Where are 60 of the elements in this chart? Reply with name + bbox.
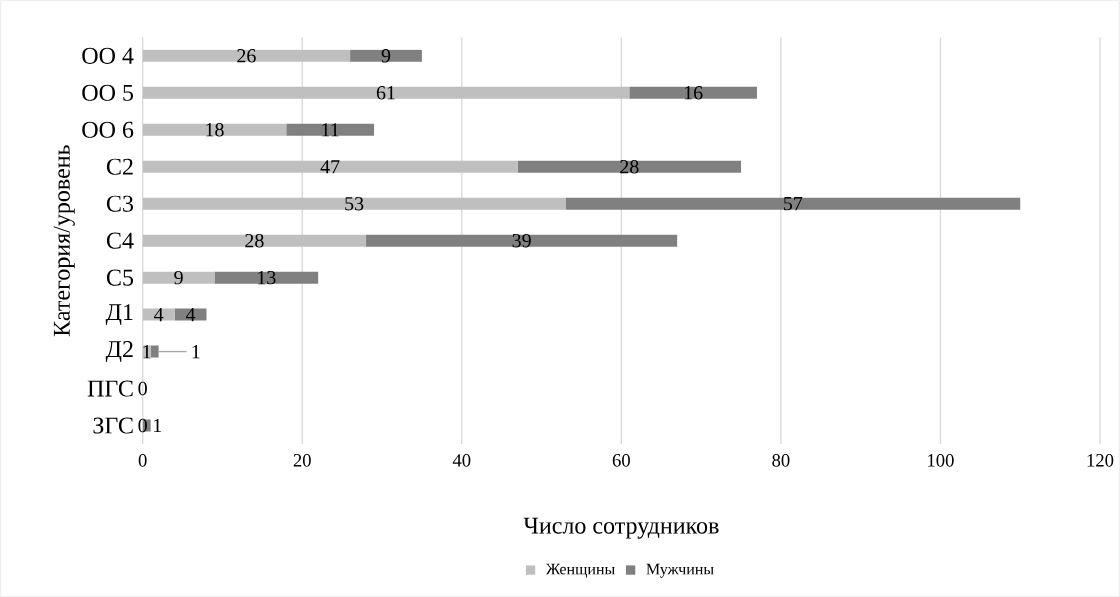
x-axis-title: Число сотрудников: [523, 517, 719, 539]
y-axis-title: Категория/уровень: [53, 145, 75, 336]
legend-label: Женщины: [545, 563, 615, 578]
bar: [366, 234, 678, 247]
data-label: 57: [784, 196, 803, 211]
bar: [629, 86, 757, 99]
bar: [142, 49, 351, 62]
data-label: 1: [154, 418, 162, 432]
y-tick-label: ОО 5: [82, 84, 134, 101]
data-label: 28: [620, 159, 639, 174]
bar: [142, 160, 518, 173]
data-label: 47: [320, 160, 340, 174]
data-label: 16: [684, 85, 703, 100]
y-tick-label: С4: [106, 232, 134, 249]
x-tick-label: 20: [293, 453, 311, 467]
y-tick-label: Д2: [105, 340, 133, 362]
bar: [350, 49, 422, 62]
bar: [142, 86, 630, 99]
data-label: 53: [345, 196, 364, 211]
x-tick-label: 80: [772, 453, 790, 467]
data-label: 1: [192, 344, 200, 359]
bar: [286, 123, 375, 136]
y-tick-label: Д1: [105, 303, 133, 325]
data-label: 28: [245, 233, 264, 248]
legend-label: Мужчины: [646, 563, 714, 578]
x-tick-label: 100: [928, 453, 954, 467]
y-tick-label: С5: [106, 269, 134, 286]
data-label: 11: [322, 123, 339, 137]
y-tick-label: ОО 6: [82, 121, 134, 138]
bar: [142, 197, 566, 210]
x-tick-label: 60: [612, 453, 630, 467]
bar: [565, 197, 1021, 210]
bar: [142, 308, 175, 321]
data-label: 9: [174, 270, 183, 285]
y-tick-label: ПГС: [87, 380, 133, 397]
data-label: 13: [258, 270, 276, 285]
bar: [142, 123, 287, 136]
data-label: 0: [138, 418, 147, 433]
y-tick-label: ЗГС: [93, 417, 133, 434]
x-tick-label: 120: [1087, 453, 1114, 467]
y-tick-label: ОО 4: [82, 47, 134, 64]
bar: [142, 234, 367, 247]
data-label: 4: [185, 307, 196, 322]
data-label: 26: [237, 48, 256, 63]
bar: [174, 308, 207, 321]
x-tick-label: 0: [138, 453, 147, 467]
y-tick-label: С3: [106, 195, 134, 212]
x-tick-label: 40: [452, 453, 471, 467]
data-label: 61: [376, 85, 395, 100]
bar: [517, 160, 742, 173]
data-label: 1: [143, 344, 151, 359]
bar: [214, 271, 319, 284]
y-tick-label: С2: [106, 158, 133, 175]
data-label: 9: [381, 48, 391, 63]
bar: [142, 271, 215, 284]
data-label: 4: [154, 307, 164, 322]
data-label: 18: [206, 122, 224, 137]
bar: [150, 345, 159, 358]
data-label: 0: [138, 381, 147, 396]
data-label: 39: [512, 233, 531, 248]
